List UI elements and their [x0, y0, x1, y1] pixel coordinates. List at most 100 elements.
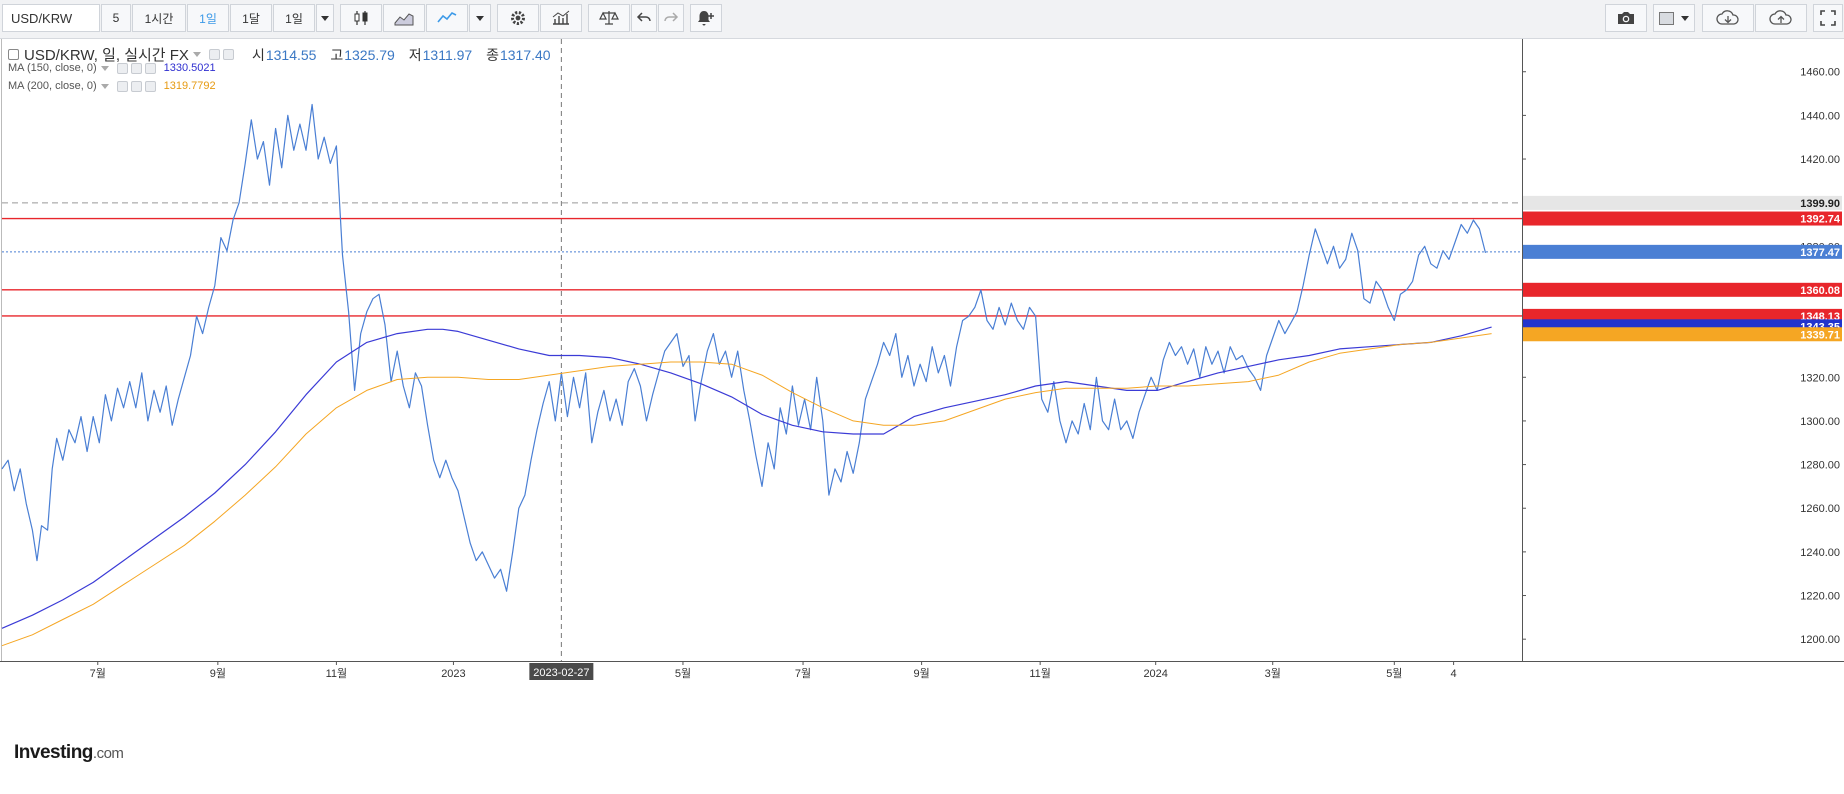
close-icon[interactable]	[144, 80, 156, 92]
interval-1hour-button[interactable]: 1시간	[132, 4, 186, 32]
high-price-label: 1399.90	[1800, 198, 1840, 210]
indicators-button[interactable]	[540, 4, 582, 32]
x-tick-label: 5월	[675, 667, 691, 680]
ma200-legend: MA (200, close, 0) 1319.7792	[8, 80, 216, 92]
y-tick-label: 1260.00	[1800, 503, 1840, 515]
layout-button[interactable]	[1653, 4, 1695, 32]
high-label: 고	[330, 46, 344, 63]
alert-button[interactable]	[690, 4, 722, 32]
eye-icon[interactable]	[116, 62, 128, 74]
redo-button[interactable]	[658, 4, 684, 32]
open-value: 1314.55	[265, 46, 317, 63]
last-price-label-box	[1523, 244, 1842, 259]
save-chart-button[interactable]	[1755, 4, 1807, 32]
gear-icon	[511, 11, 525, 25]
open-label: 시	[251, 46, 265, 63]
interval-5min-button[interactable]: 5	[101, 4, 131, 32]
y-tick-label: 1300.00	[1800, 416, 1840, 428]
x-tick-label: 7월	[795, 667, 811, 680]
chevron-down-icon[interactable]	[100, 65, 109, 71]
x-tick-label: 11월	[326, 667, 348, 680]
redo-icon	[664, 12, 679, 22]
y-tick-label: 1220.00	[1800, 591, 1840, 603]
chevron-down-icon[interactable]	[100, 83, 109, 89]
price-chart[interactable]: 1200.00 1220.00 1240.00 1260.00 1280.00 1300.…	[0, 39, 1844, 794]
gear-icon[interactable]	[130, 62, 142, 74]
collapse-icon[interactable]	[8, 49, 19, 60]
chevron-down-icon	[476, 15, 484, 21]
settings-button[interactable]	[497, 4, 539, 32]
ma150-value: 1330.5021	[163, 62, 216, 74]
snapshot-button[interactable]	[1605, 4, 1647, 32]
crosshair-date-label: 2023-02-27	[533, 667, 589, 679]
x-tick-label: 11월	[1029, 667, 1051, 680]
candles-style-button[interactable]	[340, 4, 382, 32]
last-price-label: 1377.47	[1800, 247, 1840, 259]
chart-toolbar: USD/KRW 5 1시간 1일 1달 1일	[0, 0, 1844, 39]
x-tick-label: 2023	[441, 668, 465, 680]
fullscreen-icon	[1820, 10, 1836, 26]
fullscreen-button[interactable]	[1813, 4, 1843, 32]
interval-dropdown-button[interactable]	[316, 4, 334, 32]
line-chart-icon	[437, 12, 457, 23]
scales-icon	[599, 11, 619, 25]
chevron-down-icon[interactable]	[192, 52, 201, 57]
y-tick-label: 1240.00	[1800, 547, 1840, 559]
ma150-line	[1, 326, 1492, 629]
y-tick-label: 1320.00	[1800, 372, 1840, 384]
compare-button[interactable]	[588, 4, 630, 32]
high-price-label-box	[1523, 195, 1842, 210]
cloud-download-icon	[1716, 10, 1739, 25]
area-style-button[interactable]	[383, 4, 425, 32]
gear-icon[interactable]	[222, 49, 234, 60]
level-price-label-box	[1523, 282, 1842, 297]
x-tick-label: 3월	[1265, 667, 1281, 680]
low-label: 저	[408, 46, 422, 63]
ma-price-label-box	[1523, 327, 1842, 342]
ma200-line	[1, 333, 1492, 647]
symbol-input[interactable]: USD/KRW	[2, 4, 100, 32]
area-chart-icon	[394, 13, 414, 26]
eye-icon[interactable]	[116, 80, 128, 92]
price-axis-panel	[1522, 39, 1844, 794]
load-chart-button[interactable]	[1702, 4, 1754, 32]
level-price-label: 1360.08	[1800, 285, 1840, 297]
close-label: 종	[486, 46, 499, 63]
ma150-label: MA (150, close, 0)	[8, 62, 97, 74]
interval-1day-button[interactable]: 1일	[187, 4, 229, 32]
investing-logo: Investing.com	[14, 742, 124, 763]
gear-icon[interactable]	[130, 80, 142, 92]
close-value: 1317.40	[499, 46, 551, 63]
close-icon[interactable]	[144, 62, 156, 74]
line-style-button[interactable]	[426, 4, 468, 32]
x-tick-label: 5월	[1386, 667, 1402, 680]
main-series-legend: USD/KRW, 일, 실시간 FX 시1314.55 고1325.79 저13…	[8, 44, 551, 65]
x-tick-label: 9월	[913, 667, 929, 680]
interval-1month-button[interactable]: 1달	[230, 4, 272, 32]
high-value: 1325.79	[344, 46, 395, 63]
y-tick-label: 1200.00	[1800, 634, 1840, 646]
y-tick-label: 1460.00	[1800, 67, 1840, 79]
y-tick-label: 1420.00	[1800, 154, 1840, 166]
chart-area[interactable]: 1200.00 1220.00 1240.00 1260.00 1280.00 1300.…	[0, 39, 1844, 794]
cloud-upload-icon	[1769, 10, 1792, 25]
undo-icon	[636, 12, 651, 22]
eye-icon[interactable]	[208, 49, 220, 60]
layout-square-icon	[1659, 11, 1674, 25]
interval-selected-button[interactable]: 1일	[273, 4, 315, 32]
undo-button[interactable]	[631, 4, 657, 32]
x-tick-label: 9월	[210, 667, 226, 680]
ma200-value: 1319.7792	[163, 80, 216, 92]
level-price-label-box	[1523, 211, 1842, 226]
low-value: 1311.97	[422, 46, 473, 63]
ohlc-values: 시1314.55 고1325.79 저1311.97 종1317.40	[242, 45, 551, 65]
y-tick-label: 1280.00	[1800, 460, 1840, 472]
ma-price-label: 1339.71	[1800, 329, 1840, 341]
chart-style-dropdown-button[interactable]	[469, 4, 491, 32]
ma200-label: MA (200, close, 0)	[8, 80, 97, 92]
chevron-down-icon	[321, 15, 329, 21]
x-tick-label: 7월	[90, 667, 106, 680]
x-tick-label: 2024	[1143, 668, 1167, 680]
chevron-down-icon	[1681, 15, 1689, 21]
bell-plus-icon	[698, 11, 714, 26]
